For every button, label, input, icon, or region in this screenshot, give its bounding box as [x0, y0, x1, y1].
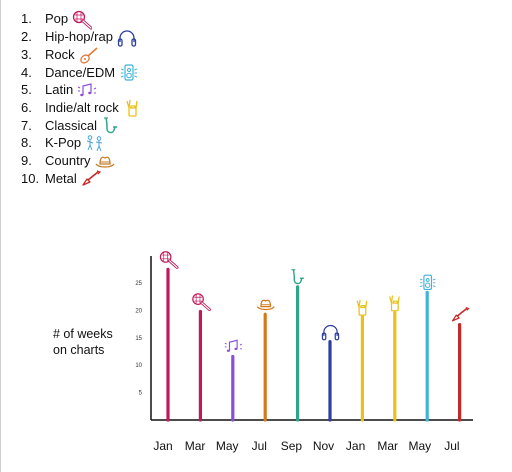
- legend-number: 1.: [21, 11, 32, 27]
- legend-item: 3. Rock: [21, 45, 143, 64]
- legend-genre-name: Classical: [45, 117, 98, 133]
- y-axis-label: # of weeks on charts: [53, 326, 113, 358]
- legend-number: 3.: [21, 46, 32, 62]
- legend-item: 10. Metal: [21, 169, 143, 187]
- legend-item: 9. Country: [21, 152, 143, 170]
- x-tick-label: Mar: [185, 439, 206, 453]
- microphone-icon: [72, 10, 93, 30]
- legend-genre-name: Indie/alt rock: [45, 99, 119, 115]
- x-tick-label: May: [216, 439, 239, 453]
- x-tick-label: Jul: [444, 439, 459, 453]
- headphones-icon: [321, 324, 340, 341]
- speaker-icon: [120, 64, 138, 81]
- x-tick-label: Jul: [252, 439, 267, 453]
- microphone-icon: [159, 251, 179, 269]
- y-tick-label: 10: [135, 363, 142, 369]
- saxophone-icon: [291, 269, 304, 285]
- legend-number: 4.: [21, 64, 32, 80]
- rock-hand-icon: [356, 299, 368, 316]
- electric-guitar-icon: [82, 170, 101, 186]
- legend-item: 8. K-Pop: [21, 134, 143, 152]
- x-tick-label: Jan: [153, 439, 172, 453]
- legend-item: 6. Indie/alt rock: [21, 98, 143, 118]
- x-tick-label: Mar: [377, 439, 398, 453]
- legend-item: 4. Dance/EDM: [21, 63, 143, 81]
- rock-hand-icon: [126, 100, 138, 118]
- legend-item: 7. Classical: [21, 116, 143, 134]
- legend-number: 5.: [21, 82, 32, 98]
- music-notes-icon: [77, 82, 97, 96]
- music-notes-icon: [224, 339, 243, 352]
- legend-genre-name: Metal: [45, 170, 77, 186]
- legend-item: 5. Latin: [21, 81, 143, 99]
- y-tick-label: 15: [135, 336, 142, 342]
- legend-number: 10.: [21, 170, 40, 186]
- dancers-icon: [86, 135, 103, 151]
- electric-guitar-icon: [451, 307, 470, 322]
- legend-genre-name: Dance/EDM: [45, 64, 116, 80]
- y-tick-label: 25: [135, 281, 142, 287]
- legend-number: 9.: [21, 152, 32, 168]
- legend-number: 6.: [21, 99, 32, 115]
- legend-genre-name: K-Pop: [45, 135, 82, 151]
- y-tick-label: 5: [139, 391, 143, 397]
- cowboy-hat-icon: [256, 299, 275, 311]
- x-tick-label: Sep: [281, 439, 303, 453]
- saxophone-icon: [104, 117, 118, 134]
- x-tick-label: Jan: [346, 439, 365, 453]
- x-tick-label: Nov: [313, 439, 334, 453]
- y-tick-label: 20: [135, 308, 142, 314]
- microphone-icon: [192, 293, 211, 312]
- legend-genre-name: Country: [45, 152, 91, 168]
- legend-number: 7.: [21, 117, 32, 133]
- legend-item: 1. Pop: [21, 10, 143, 30]
- legend-genre-name: Hip-hop/rap: [45, 29, 113, 45]
- legend-number: 2.: [21, 29, 32, 45]
- headphones-icon: [117, 30, 137, 47]
- speaker-icon: [419, 274, 436, 291]
- legend-number: 8.: [21, 135, 32, 151]
- guitar-icon: [79, 47, 98, 64]
- x-tick-label: May: [408, 439, 431, 453]
- rock-hand-icon: [389, 295, 400, 312]
- genre-legend: 1. Pop 2. Hip-hop/rap 3. Rock 4. Dance/EDM 5…: [21, 10, 143, 187]
- y-axis-label-line: # of weeks on charts: [53, 327, 113, 357]
- cowboy-hat-icon: [95, 156, 115, 168]
- legend-genre-name: Pop: [45, 11, 69, 27]
- legend-genre-name: Latin: [45, 82, 74, 98]
- legend-item: 2. Hip-hop/rap: [21, 28, 143, 47]
- legend-genre-name: Rock: [45, 46, 75, 62]
